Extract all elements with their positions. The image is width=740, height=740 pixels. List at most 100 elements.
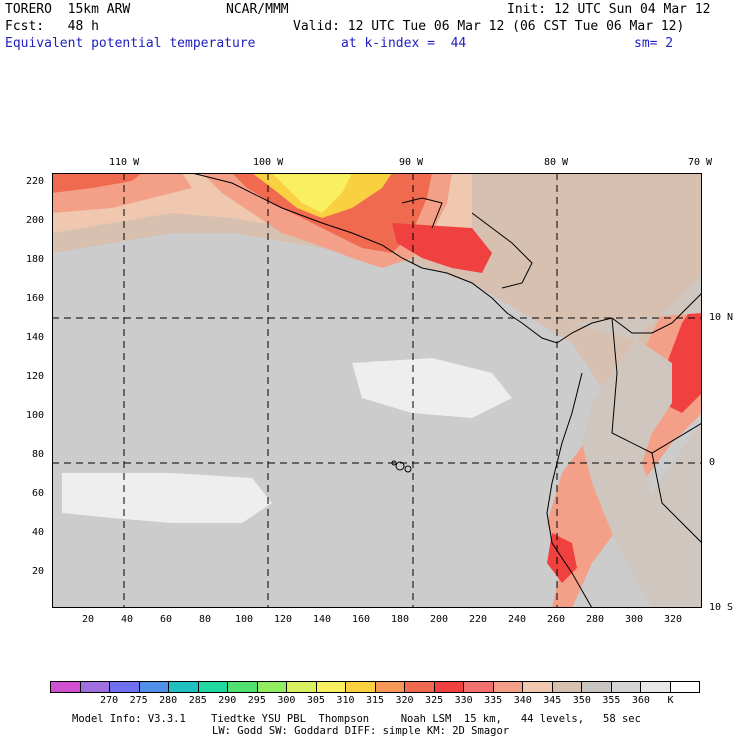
x-tick-label: 120 <box>274 614 293 625</box>
y-tick-label: 100 <box>26 410 45 421</box>
colorbar-swatch <box>405 682 435 692</box>
y-tick-label: 20 <box>32 566 45 577</box>
colorbar-label: 335 <box>484 695 503 706</box>
colorbar-swatch <box>641 682 671 692</box>
colorbar-label: 345 <box>543 695 562 706</box>
lon-label-100w: 100 W <box>253 157 284 168</box>
y-tick-label: 180 <box>26 254 45 265</box>
colorbar-swatch <box>287 682 317 692</box>
colorbar-swatch <box>434 682 464 692</box>
field-region-mexico-yellow <box>272 173 352 213</box>
colorbar-swatch <box>670 682 699 692</box>
x-tick-label: 300 <box>625 614 644 625</box>
colorbar-label: 330 <box>454 695 473 706</box>
colorbar <box>50 681 700 693</box>
south-america-west-coast <box>546 372 593 608</box>
y-tick-label: 160 <box>26 293 45 304</box>
colorbar-label: 325 <box>425 695 444 706</box>
y-tick-label: 80 <box>32 449 45 460</box>
colorbar-label: 355 <box>602 695 621 706</box>
colorbar-swatch <box>51 682 81 692</box>
colorbar-label: 315 <box>365 695 385 706</box>
colorbar-label: 310 <box>336 695 355 706</box>
x-tick-label: 240 <box>508 614 527 625</box>
colorbar-swatch <box>552 682 582 692</box>
colorbar-label: 360 <box>631 695 650 706</box>
x-tick-label: 60 <box>160 614 173 625</box>
x-tick-label: 20 <box>82 614 95 625</box>
pacific-coast <box>191 173 613 344</box>
field-region-central-white <box>352 358 512 418</box>
y-tick-label: 120 <box>26 371 45 382</box>
lat-label-10s: 10 S <box>709 602 734 613</box>
colorbar-label: 280 <box>159 695 178 706</box>
x-tick-label: 200 <box>430 614 449 625</box>
lon-label-110w: 110 W <box>109 157 140 168</box>
x-tick-label: 140 <box>313 614 332 625</box>
model-title: TORERO 15km ARW <box>5 2 131 17</box>
x-tick-label: 80 <box>199 614 212 625</box>
lon-label-80w: 80 W <box>544 157 569 168</box>
lon-label-90w: 90 W <box>399 157 424 168</box>
field-region-sa-interior <box>572 273 702 608</box>
lon-label-70w: 70 W <box>688 157 713 168</box>
colorbar-label: 320 <box>395 695 414 706</box>
smoothing-label: sm= 2 <box>634 36 674 51</box>
lat-label-equator: 0 <box>709 457 716 468</box>
colorbar-label: 340 <box>513 695 532 706</box>
colorbar-swatch <box>523 682 553 692</box>
colorbar-swatch <box>464 682 494 692</box>
x-tick-label: 160 <box>352 614 371 625</box>
x-tick-label: 220 <box>469 614 488 625</box>
colorbar-label: 275 <box>129 695 148 706</box>
galapagos-island-2 <box>404 465 412 473</box>
field-name: Equivalent potential temperature <box>5 36 256 51</box>
y-tick-label: 220 <box>26 176 45 187</box>
colombia-coast <box>611 292 702 334</box>
colorbar-swatch <box>582 682 612 692</box>
level-index: at k-index = 44 <box>341 36 467 51</box>
y-tick-label: 140 <box>26 332 45 343</box>
field-region-345 <box>52 173 702 433</box>
colorbar-label: 350 <box>572 695 591 706</box>
colorbar-swatch <box>611 682 641 692</box>
model-info: Model Info: V3.3.1 Tiedtke YSU PBL Thomp… <box>72 713 641 725</box>
graticule <box>52 173 702 608</box>
map-canvas <box>52 173 702 608</box>
field-region-sw-white <box>62 473 272 523</box>
colorbar-label: 300 <box>277 695 296 706</box>
x-tick-label: 320 <box>664 614 683 625</box>
map-plot[interactable] <box>52 173 702 608</box>
lat-label-10n: 10 N <box>709 312 734 323</box>
org-label: NCAR/MMM <box>226 2 289 17</box>
y-tick-label: 200 <box>26 215 45 226</box>
init-time: Init: 12 UTC Sun 04 Mar 12 <box>507 2 711 17</box>
caribbean-coast <box>471 212 533 289</box>
y-tick-label: 60 <box>32 488 45 499</box>
colorbar-swatch <box>169 682 199 692</box>
physics-info: LW: Godd SW: Goddard DIFF: simple KM: 2D… <box>212 725 510 737</box>
colorbar-swatch <box>228 682 258 692</box>
colorbar-swatch <box>257 682 287 692</box>
field-region-guatemala-red <box>392 223 492 273</box>
colorbar-swatch <box>316 682 346 692</box>
colorbar-label: K <box>667 695 674 706</box>
colorbar-label: 295 <box>247 695 266 706</box>
colorbar-swatch <box>80 682 110 692</box>
peru-brazil-border <box>651 452 702 544</box>
colorbar-swatch <box>346 682 376 692</box>
colorbar-label: 305 <box>306 695 325 706</box>
colombia-ecuador-border <box>611 317 702 454</box>
colorbar-label: 285 <box>188 695 207 706</box>
colorbar-swatch <box>375 682 405 692</box>
colorbar-label: 290 <box>218 695 237 706</box>
colorbar-label: 270 <box>100 695 119 706</box>
x-tick-label: 40 <box>121 614 134 625</box>
y-tick-label: 40 <box>32 527 45 538</box>
colorbar-swatch <box>493 682 523 692</box>
yucatan-border <box>401 197 443 229</box>
colorbar-swatch <box>198 682 228 692</box>
x-tick-label: 280 <box>586 614 605 625</box>
colorbar-swatch <box>110 682 140 692</box>
x-tick-label: 260 <box>547 614 566 625</box>
